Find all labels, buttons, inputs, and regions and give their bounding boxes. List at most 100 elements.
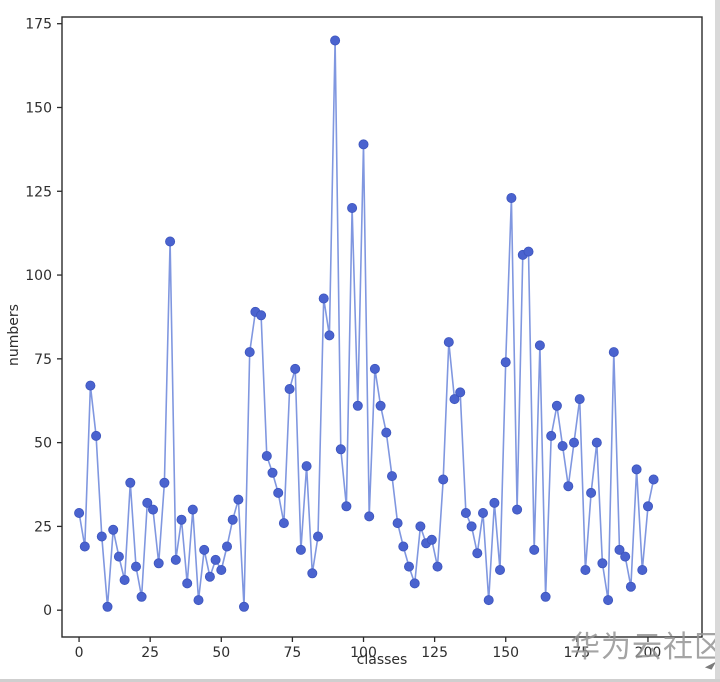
data-point — [426, 534, 437, 545]
data-point — [449, 394, 460, 405]
data-point — [625, 581, 636, 592]
data-point — [432, 561, 443, 572]
data-point — [301, 461, 312, 472]
data-point — [96, 531, 107, 542]
data-point — [494, 565, 505, 576]
y-tick-label: 150 — [25, 100, 52, 116]
data-point — [182, 578, 193, 589]
data-point — [580, 565, 591, 576]
y-tick-label: 75 — [34, 352, 52, 368]
data-point — [147, 504, 158, 515]
data-point — [102, 601, 113, 612]
data-point — [233, 494, 244, 505]
y-tick-label: 175 — [25, 17, 52, 33]
x-tick-label: 25 — [141, 645, 159, 661]
data-point — [284, 383, 295, 394]
data-point — [113, 551, 124, 562]
data-point — [153, 558, 164, 569]
data-point — [460, 507, 471, 518]
data-point — [119, 575, 130, 586]
data-point — [358, 139, 369, 150]
y-tick-label: 100 — [25, 268, 52, 284]
data-point — [238, 601, 249, 612]
data-point — [312, 531, 323, 542]
data-point — [472, 548, 483, 559]
data-point — [187, 504, 198, 515]
data-point — [244, 347, 255, 358]
y-tick-label: 25 — [34, 519, 52, 535]
data-point — [563, 481, 574, 492]
data-point — [483, 595, 494, 606]
x-tick-label: 50 — [212, 645, 230, 661]
x-tick-label: 150 — [492, 645, 519, 661]
data-point — [546, 430, 557, 441]
x-tick-label: 200 — [635, 645, 662, 661]
data-point — [386, 471, 397, 482]
data-point — [603, 595, 614, 606]
data-point — [591, 437, 602, 448]
data-point — [261, 450, 272, 461]
x-axis-label: classes — [356, 652, 408, 668]
data-point — [170, 554, 181, 565]
data-point — [142, 497, 153, 508]
data-point — [586, 487, 597, 498]
data-point — [216, 565, 227, 576]
data-point — [256, 310, 267, 321]
data-point — [108, 524, 119, 535]
data-point — [392, 518, 403, 529]
x-tick-label: 0 — [75, 645, 84, 661]
data-point — [199, 544, 210, 555]
plot-frame — [61, 16, 703, 638]
data-point — [136, 591, 147, 602]
data-point — [506, 192, 517, 203]
data-point — [369, 363, 380, 374]
data-point — [631, 464, 642, 475]
data-point — [290, 363, 301, 374]
data-point — [557, 440, 568, 451]
data-point — [574, 394, 585, 405]
x-tick-label: 175 — [563, 645, 590, 661]
y-axis-label: numbers — [6, 304, 22, 366]
data-point — [523, 246, 534, 257]
data-point — [295, 544, 306, 555]
data-point — [335, 444, 346, 455]
data-point — [529, 544, 540, 555]
data-point — [318, 293, 329, 304]
data-point — [620, 551, 631, 562]
data-point — [512, 504, 523, 515]
data-point — [341, 501, 352, 512]
data-point — [443, 337, 454, 348]
data-point — [165, 236, 176, 247]
data-point — [597, 558, 608, 569]
data-point — [85, 380, 96, 391]
data-point — [364, 511, 375, 522]
data-point — [330, 35, 341, 46]
data-point — [637, 565, 648, 576]
x-tick-label: 100 — [350, 645, 377, 661]
data-point — [438, 474, 449, 485]
data-point — [176, 514, 187, 525]
data-point — [648, 474, 659, 485]
data-point — [500, 357, 511, 368]
data-point — [307, 568, 318, 579]
y-tick-label: 0 — [43, 603, 52, 619]
y-tick-label: 50 — [34, 436, 52, 452]
data-point — [477, 507, 488, 518]
data-point — [210, 554, 221, 565]
data-point — [466, 521, 477, 532]
data-point — [398, 541, 409, 552]
data-point — [278, 518, 289, 529]
x-tick-label: 75 — [283, 645, 301, 661]
data-point — [375, 400, 386, 411]
screenshot-edge-right — [715, 0, 720, 682]
data-point — [643, 501, 654, 512]
data-point — [204, 571, 215, 582]
data-point — [455, 387, 466, 398]
y-tick-label: 125 — [25, 184, 52, 200]
data-point — [324, 330, 335, 341]
data-point — [614, 544, 625, 555]
data-point — [608, 347, 619, 358]
data-point — [74, 507, 85, 518]
